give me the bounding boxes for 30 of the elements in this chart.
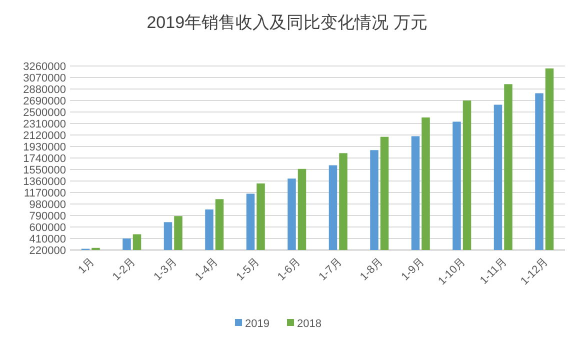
x-tick-label: 1-2月 bbox=[110, 256, 138, 284]
x-tick-label: 1-6月 bbox=[275, 256, 303, 284]
title: 2019年销售收入及同比变化情况 万元 bbox=[146, 13, 428, 32]
x-tick-label: 1-9月 bbox=[399, 256, 427, 284]
x-tick-label: 1-4月 bbox=[192, 256, 220, 284]
y-tick-label: 3260000 bbox=[23, 61, 66, 73]
x-tick-label: 1-7月 bbox=[316, 256, 344, 284]
y-tick-label: 2690000 bbox=[23, 96, 66, 108]
x-tick-label: 1-8月 bbox=[358, 256, 386, 284]
y-tick-label: 2120000 bbox=[23, 130, 66, 142]
legend-label: 2018 bbox=[297, 318, 322, 330]
y-tick-label: 220000 bbox=[29, 245, 66, 257]
y-tick-label: 2310000 bbox=[23, 118, 66, 130]
y-tick-label: 600000 bbox=[29, 222, 66, 234]
y-tick-label: 1550000 bbox=[23, 164, 66, 176]
x-tick-label: 1-5月 bbox=[234, 256, 262, 284]
x-tick-label: 1-3月 bbox=[152, 256, 180, 284]
y-tick-label: 790000 bbox=[29, 210, 66, 222]
y-tick-label: 410000 bbox=[29, 234, 66, 246]
y-tick-label: 2500000 bbox=[23, 107, 66, 119]
y-tick-label: 1360000 bbox=[23, 176, 66, 188]
y-tick-label: 2880000 bbox=[23, 84, 66, 96]
y-tick-label: 1170000 bbox=[24, 188, 66, 200]
legend-label: 2019 bbox=[245, 318, 270, 330]
y-tick-label: 980000 bbox=[29, 199, 66, 211]
y-tick-label: 1930000 bbox=[23, 142, 66, 154]
y-tick-label: 1740000 bbox=[23, 153, 66, 165]
x-tick-label: 1-11月 bbox=[478, 256, 510, 287]
y-tick-label: 3070000 bbox=[23, 72, 66, 84]
x-tick-label: 1月 bbox=[76, 256, 97, 276]
